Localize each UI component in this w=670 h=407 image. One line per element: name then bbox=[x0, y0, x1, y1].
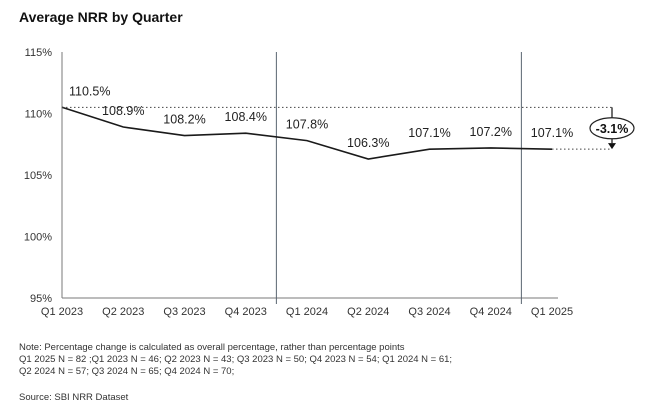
data-label: 107.2% bbox=[470, 125, 512, 139]
note-line-2: Q1 2025 N = 82 ;Q1 2023 N = 46; Q2 2023 … bbox=[19, 354, 452, 365]
x-tick-label: Q4 2023 bbox=[225, 306, 267, 318]
x-tick-label: Q3 2024 bbox=[408, 306, 450, 318]
x-tick-label: Q1 2024 bbox=[286, 306, 328, 318]
data-label: 107.1% bbox=[408, 126, 450, 140]
x-tick-label: Q2 2023 bbox=[102, 306, 144, 318]
x-tick-label: Q3 2023 bbox=[163, 306, 205, 318]
data-label: 108.4% bbox=[225, 110, 267, 124]
chart-title: Average NRR by Quarter bbox=[19, 9, 183, 25]
data-label: 106.3% bbox=[347, 136, 389, 150]
axis-lines bbox=[61, 52, 558, 299]
y-tick-label: 95% bbox=[30, 293, 52, 305]
data-label: 108.9% bbox=[102, 104, 144, 118]
year-dividers bbox=[275, 52, 522, 304]
footnotes: Note: Percentage change is calculated as… bbox=[19, 342, 452, 403]
y-axis-ticks: 115% 110% 105% 100% 95% bbox=[24, 47, 52, 305]
change-badge bbox=[589, 117, 635, 140]
data-label: 107.1% bbox=[531, 126, 573, 140]
arrow-down-icon bbox=[608, 143, 616, 150]
series-nrr bbox=[61, 106, 553, 160]
change-annotation: -3.1% bbox=[62, 106, 635, 150]
x-tick-label: Q1 2025 bbox=[531, 306, 573, 318]
data-label: 107.8% bbox=[286, 118, 328, 132]
x-tick-label: Q4 2024 bbox=[470, 306, 512, 318]
y-tick-label: 110% bbox=[25, 109, 53, 121]
y-tick-label: 105% bbox=[24, 170, 52, 182]
x-tick-label: Q2 2024 bbox=[347, 306, 389, 318]
data-label: 108.2% bbox=[163, 113, 205, 127]
x-axis-ticks: Q1 2023 Q2 2023 Q3 2023 Q4 2023 Q1 2024 Q2 20… bbox=[41, 306, 573, 318]
y-tick-label: 100% bbox=[24, 232, 52, 244]
series-line bbox=[61, 106, 553, 160]
change-badge-label: -3.1% bbox=[596, 122, 629, 136]
note-line-3: Q2 2024 N = 57; Q3 2024 N = 65; Q4 2024 … bbox=[19, 366, 234, 377]
source-note: Source: SBI NRR Dataset bbox=[19, 392, 129, 403]
data-label: 110.5% bbox=[69, 84, 110, 98]
y-tick-label: 115% bbox=[25, 47, 53, 59]
note-line-1: Note: Percentage change is calculated as… bbox=[19, 342, 405, 353]
x-tick-label: Q1 2023 bbox=[41, 306, 83, 318]
data-labels: 110.5% 108.9% 108.2% 108.4% 107.8% 106.3% 107.… bbox=[69, 84, 573, 150]
